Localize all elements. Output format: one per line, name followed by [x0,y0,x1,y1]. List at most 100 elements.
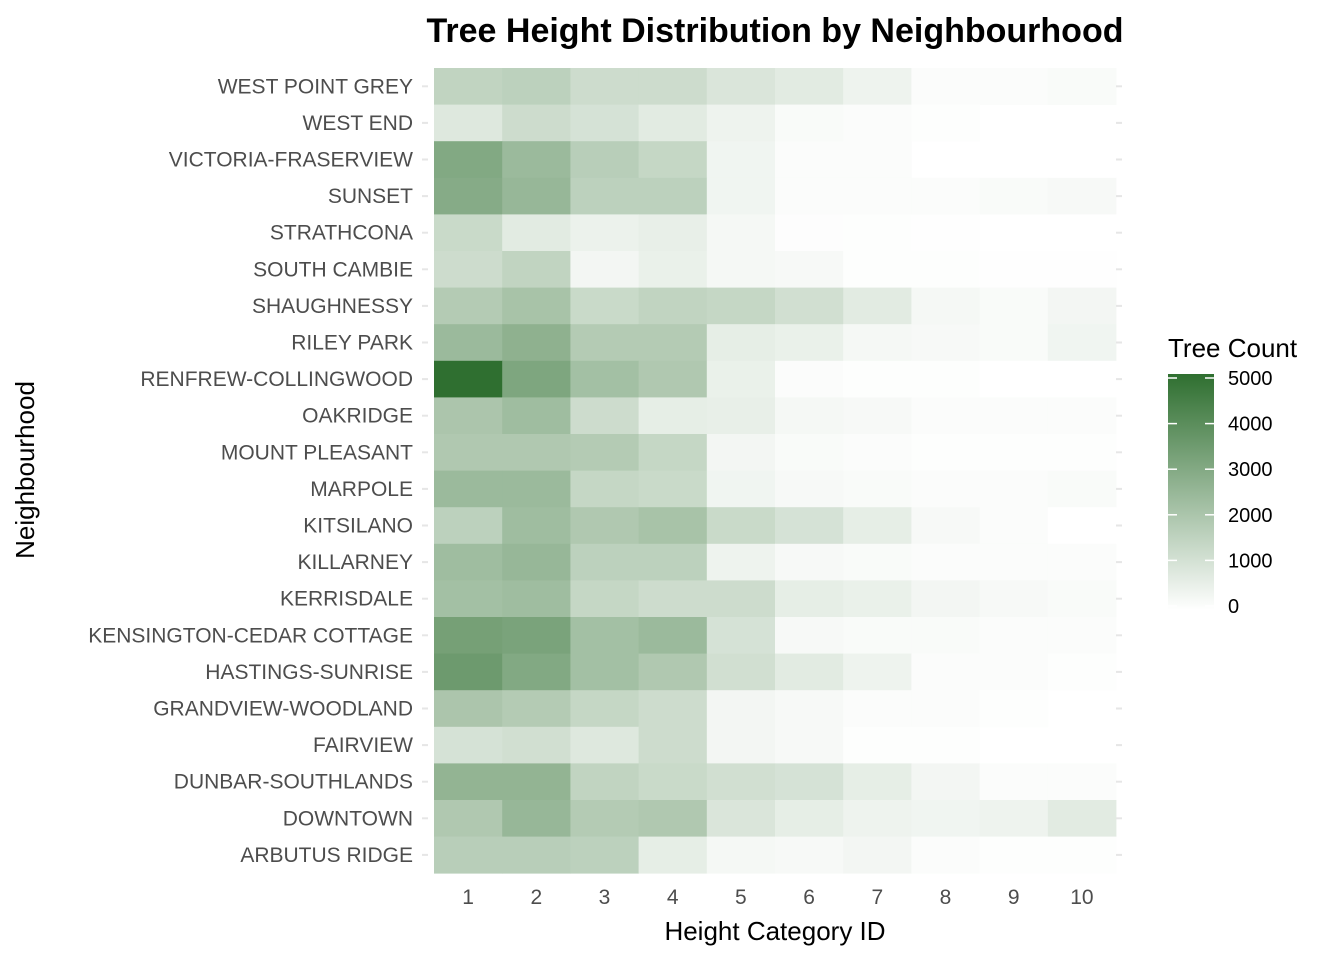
heatmap-cell [1047,251,1117,288]
heatmap-cell [502,543,571,581]
heatmap-cell [1047,360,1117,398]
heatmap-cell [911,434,980,471]
heatmap-cell [570,68,639,105]
heatmap-cell [775,251,844,288]
heatmap-cell [570,360,639,398]
heatmap-cell [1047,470,1117,508]
heatmap-cell [638,141,708,179]
heatmap-cell [434,397,503,435]
y-tick-label: OAKRIDGE [302,405,413,428]
heatmap-cell [638,470,708,508]
heatmap-cell [706,324,776,362]
y-axis-label: Neighbourhood [10,381,40,559]
heatmap-cells [434,68,1117,874]
heatmap-cell [638,360,708,398]
y-tick-label: HASTINGS-SUNRISE [205,661,413,684]
heatmap-cell [843,214,912,252]
heatmap-cell [570,543,639,581]
x-tick-label: 5 [735,886,747,909]
heatmap-cell [502,287,571,325]
heatmap-cell [775,68,844,105]
heatmap-cell [911,726,980,764]
heatmap-cell [638,397,708,435]
heatmap-cell [1047,68,1117,105]
heatmap-cell [706,763,776,801]
heatmap-cell [502,653,571,691]
heatmap-cell [911,800,980,837]
heatmap-cell [1047,397,1117,435]
heatmap-cell [775,324,844,362]
x-tick-label: 7 [871,886,883,909]
heatmap-cell [434,434,503,471]
heatmap-cell [775,360,844,398]
heatmap-cell [434,543,503,581]
heatmap-cell [979,434,1049,471]
heatmap-cell [911,690,980,728]
heatmap-cell [434,68,503,105]
heatmap-cell [638,287,708,325]
heatmap-cell [1047,836,1117,874]
heatmap-cell [843,690,912,728]
heatmap-cell [638,214,708,252]
heatmap-cell [843,763,912,801]
heatmap-cell [570,104,639,142]
heatmap-cell [434,653,503,691]
heatmap-cell [1047,214,1117,252]
heatmap-cell [843,726,912,764]
heatmap-cell [911,104,980,142]
heatmap-cell [1047,177,1117,215]
heatmap-cell [638,68,708,105]
heatmap-cell [570,141,639,179]
heatmap-cell [979,580,1049,618]
heatmap-cell [979,177,1049,215]
heatmap-cell [502,104,571,142]
x-axis-label: Height Category ID [664,916,885,946]
heatmap-cell [570,177,639,215]
heatmap-cell [843,141,912,179]
x-tick-label: 3 [599,886,611,909]
heatmap-cell [843,360,912,398]
heatmap-cell [843,68,912,105]
heatmap-cell [434,470,503,508]
y-tick-label: FAIRVIEW [313,734,413,757]
heatmap-cell [570,726,639,764]
y-tick-label: WEST END [303,112,413,135]
heatmap-cell [502,470,571,508]
heatmap-cell [570,251,639,288]
heatmap-cell [706,470,776,508]
heatmap-cell [502,214,571,252]
heatmap-cell [979,251,1049,288]
y-tick-label: WEST POINT GREY [218,75,413,98]
heatmap-cell [1047,434,1117,471]
heatmap-cell [911,360,980,398]
heatmap-cell [1047,763,1117,801]
heatmap-cell [775,397,844,435]
heatmap-cell [979,214,1049,252]
heatmap-cell [775,836,844,874]
y-tick-label: RENFREW-COLLINGWOOD [140,368,413,391]
heatmap-cell [638,434,708,471]
heatmap-cell [638,653,708,691]
heatmap-cell [502,800,571,837]
heatmap-cell [911,617,980,654]
heatmap-cell [706,177,776,215]
heatmap-cell [638,507,708,545]
heatmap-cell [638,690,708,728]
heatmap-cell [911,543,980,581]
heatmap-cell [570,434,639,471]
heatmap-cell [979,800,1049,837]
heatmap-cell [1047,324,1117,362]
heatmap-cell [638,726,708,764]
heatmap-cell [843,580,912,618]
heatmap-cell [706,287,776,325]
heatmap-cell [706,617,776,654]
heatmap-cell [979,690,1049,728]
legend-tick-label: 0 [1228,596,1239,618]
heatmap-cell [979,543,1049,581]
heatmap-cell [911,836,980,874]
heatmap-cell [502,836,571,874]
heatmap-cell [570,397,639,435]
heatmap-cell [502,360,571,398]
heatmap-cell [843,543,912,581]
heatmap-cell [775,543,844,581]
